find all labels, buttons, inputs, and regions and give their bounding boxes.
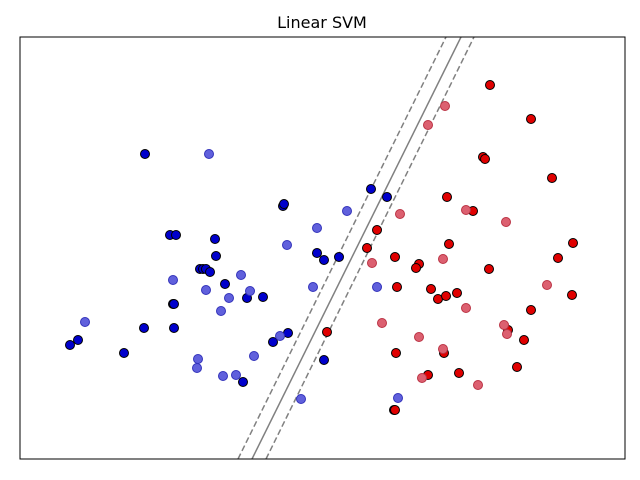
- data-point: [205, 267, 215, 277]
- data-point: [231, 370, 241, 380]
- data-point: [279, 199, 289, 209]
- data-point: [218, 371, 228, 381]
- data-point: [192, 363, 202, 373]
- data-point: [211, 251, 221, 261]
- data-point: [395, 209, 405, 219]
- data-point: [119, 348, 129, 358]
- data-point: [342, 206, 352, 216]
- data-point: [268, 337, 278, 347]
- data-point: [480, 154, 490, 164]
- data-point: [245, 286, 255, 296]
- data-point: [392, 282, 402, 292]
- data-point: [484, 264, 494, 274]
- data-point: [382, 192, 392, 202]
- data-point: [526, 305, 536, 315]
- data-point: [319, 355, 329, 365]
- data-points: [65, 80, 578, 415]
- data-point: [258, 292, 268, 302]
- data-point: [519, 335, 529, 345]
- data-point: [366, 184, 376, 194]
- data-point: [391, 348, 401, 358]
- data-point: [296, 394, 306, 404]
- data-point: [542, 280, 552, 290]
- data-point: [438, 254, 448, 264]
- series-0: [65, 149, 399, 415]
- data-point: [426, 284, 436, 294]
- data-point: [485, 80, 495, 90]
- data-point: [367, 258, 377, 268]
- data-point: [411, 263, 421, 273]
- series-3: [367, 101, 552, 390]
- data-point: [169, 299, 179, 309]
- series-2: [322, 80, 578, 415]
- margin-upper-line: [237, 37, 447, 459]
- data-point: [275, 331, 285, 341]
- data-point: [312, 223, 322, 233]
- data-point: [499, 320, 509, 330]
- data-point: [461, 205, 471, 215]
- decision-boundary-line: [251, 37, 462, 459]
- data-point: [372, 225, 382, 235]
- svm-boundary-lines: [237, 37, 475, 459]
- data-point: [220, 279, 230, 289]
- data-point: [390, 405, 400, 415]
- data-point: [372, 282, 382, 292]
- data-point: [193, 354, 203, 364]
- data-point: [473, 380, 483, 390]
- data-point: [512, 362, 522, 372]
- data-point: [65, 340, 75, 350]
- data-point: [390, 252, 400, 262]
- data-point: [454, 368, 464, 378]
- data-point: [249, 351, 259, 361]
- data-point: [282, 240, 292, 250]
- data-point: [547, 173, 557, 183]
- data-point: [334, 252, 344, 262]
- data-point: [140, 149, 150, 159]
- data-point: [377, 318, 387, 328]
- data-point: [204, 149, 214, 159]
- data-point: [238, 377, 248, 387]
- data-point: [210, 234, 220, 244]
- data-point: [201, 285, 211, 295]
- data-point: [169, 323, 179, 333]
- data-point: [423, 120, 433, 130]
- data-point: [168, 275, 178, 285]
- data-point: [440, 101, 450, 111]
- data-point: [438, 344, 448, 354]
- data-point: [461, 303, 471, 313]
- data-point: [73, 335, 83, 345]
- data-point: [139, 323, 149, 333]
- axes-frame: [19, 36, 626, 460]
- data-point: [568, 238, 578, 248]
- data-point: [553, 253, 563, 263]
- data-point: [417, 373, 427, 383]
- data-point: [312, 248, 322, 258]
- data-point: [171, 230, 181, 240]
- data-point: [526, 114, 536, 124]
- data-point: [414, 332, 424, 342]
- data-point: [444, 239, 454, 249]
- series-1: [80, 149, 403, 404]
- data-point: [224, 293, 234, 303]
- data-point: [319, 255, 329, 265]
- data-point: [452, 288, 462, 298]
- data-point: [80, 317, 90, 327]
- data-point: [308, 282, 318, 292]
- data-point: [442, 192, 452, 202]
- data-point: [393, 393, 403, 403]
- data-point: [362, 243, 372, 253]
- data-point: [216, 306, 226, 316]
- data-point: [441, 291, 451, 301]
- chart-title: Linear SVM: [277, 13, 367, 32]
- data-point: [322, 327, 332, 337]
- data-point: [567, 290, 577, 300]
- data-point: [501, 217, 511, 227]
- data-point: [236, 270, 246, 280]
- plot-area: [19, 36, 626, 460]
- data-point: [502, 329, 512, 339]
